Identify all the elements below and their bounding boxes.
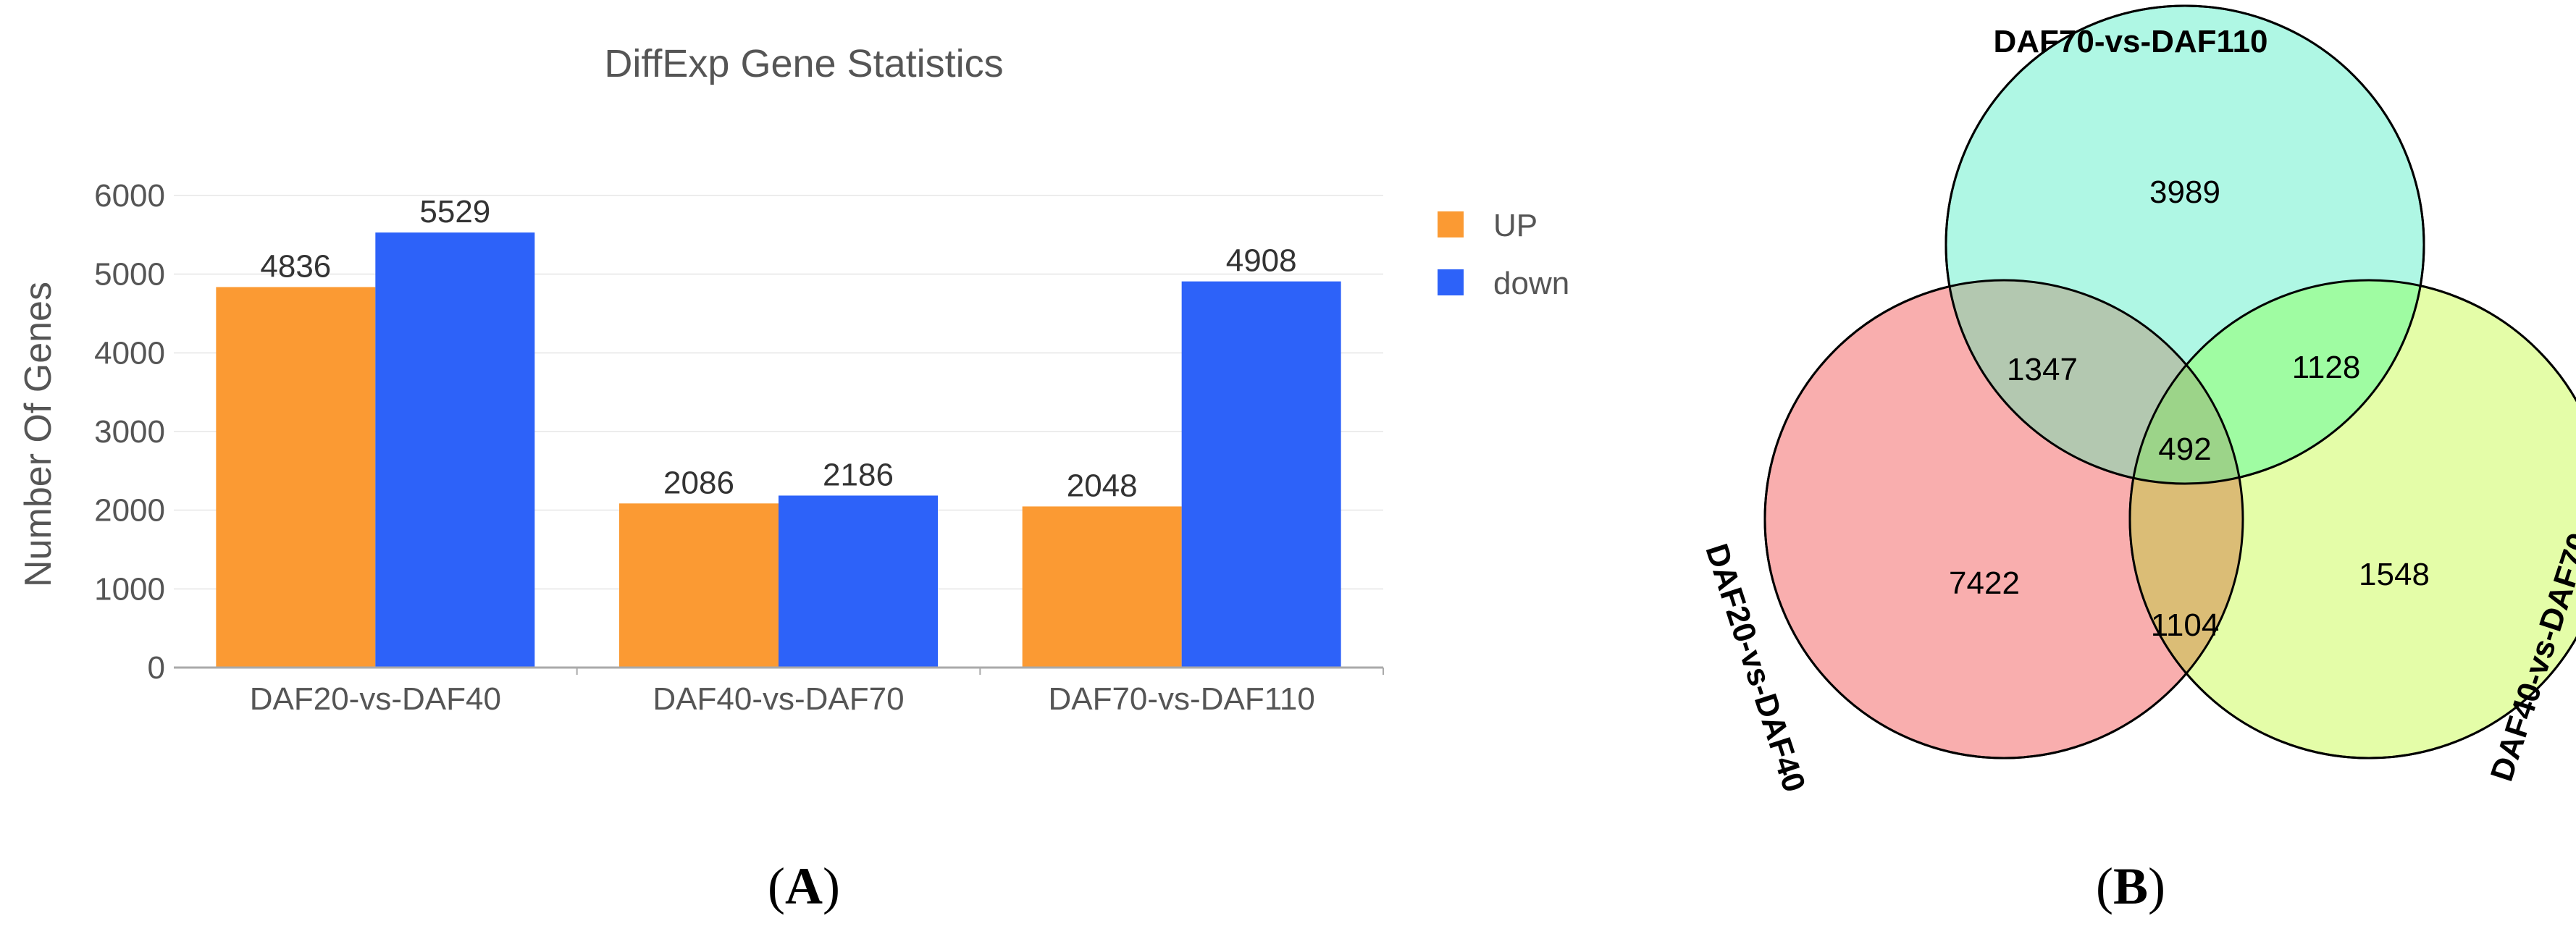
- y-tick-label: 3000: [94, 414, 165, 450]
- bar-down-1: [779, 495, 938, 668]
- legend-label-up: UP: [1493, 208, 1537, 243]
- venn-diagram: 3989 7422 1548 1347 1128 1104 492 DAF70-…: [1698, 4, 2576, 796]
- venn-set-label-daf70-vs-daf110: DAF70-vs-DAF110: [1993, 24, 2267, 59]
- legend: UP down: [1438, 208, 1569, 301]
- venn-outline-right: [2128, 279, 2576, 760]
- x-tick-label: DAF20-vs-DAF40: [250, 681, 501, 717]
- y-tick-label: 6000: [94, 178, 165, 214]
- y-tick-label: 1000: [94, 571, 165, 607]
- venn-overlap-top-left-fill: [1946, 280, 2243, 484]
- y-tick-label: 5000: [94, 257, 165, 293]
- y-axis-label: Number Of Genes: [17, 282, 59, 587]
- legend-swatch-up: [1438, 211, 1464, 237]
- bar-up-2: [1022, 506, 1182, 668]
- bar-down-2: [1181, 281, 1341, 668]
- bar-layer: [216, 232, 1341, 668]
- venn-count-all-three: 492: [2158, 432, 2211, 467]
- y-tick-label: 2000: [94, 493, 165, 529]
- y-tick-label: 4000: [94, 335, 165, 371]
- venn-count-left-only: 7422: [1949, 565, 2020, 601]
- x-tick-label: DAF70-vs-DAF110: [1048, 681, 1314, 717]
- legend-swatch-down: [1438, 269, 1464, 295]
- panel-label-b-letter: B: [2113, 857, 2148, 915]
- panel-label-b: (B): [2096, 857, 2165, 915]
- x-axis-ticks: DAF20-vs-DAF40 DAF40-vs-DAF70 DAF70-vs-DAF…: [250, 668, 1384, 717]
- panel-label-a-letter: A: [785, 857, 823, 915]
- y-axis-ticks: 0 1000 2000 3000 4000 5000 6000: [94, 178, 165, 686]
- y-tick-label: 0: [148, 650, 165, 686]
- legend-label-down: down: [1493, 266, 1569, 301]
- venn-overlap-top-right-fill: [2130, 280, 2424, 484]
- data-labels: 4836 5529 2086 2186 2048 4908: [260, 194, 1296, 503]
- panel-label-a: (A): [768, 857, 840, 915]
- venn-count-top-left: 1347: [2007, 352, 2078, 387]
- bar-down-0: [375, 232, 535, 668]
- data-label-down-2: 4908: [1226, 243, 1297, 279]
- data-label-up-0: 4836: [260, 248, 331, 284]
- x-tick-label: DAF40-vs-DAF70: [653, 681, 904, 717]
- venn-count-top-only: 3989: [2149, 174, 2220, 210]
- bar-chart: DiffExp Gene Statistics 0 1000 2000 3000 400…: [17, 42, 1569, 717]
- data-label-down-1: 2186: [823, 457, 894, 492]
- bar-up-0: [216, 287, 376, 668]
- data-label-down-0: 5529: [419, 194, 490, 230]
- venn-outline-left: [1763, 279, 2244, 760]
- venn-count-top-right: 1128: [2292, 350, 2361, 385]
- venn-count-right-only: 1548: [2359, 557, 2430, 592]
- data-label-up-1: 2086: [663, 465, 734, 500]
- data-label-up-2: 2048: [1067, 468, 1138, 503]
- chart-title: DiffExp Gene Statistics: [604, 42, 1003, 85]
- bar-up-1: [619, 503, 779, 668]
- venn-overlap-top-left: [1946, 280, 2243, 484]
- venn-outline-top: [1944, 4, 2425, 485]
- venn-overlap-top-right: [2130, 280, 2424, 484]
- venn-count-left-right: 1104: [2151, 607, 2220, 643]
